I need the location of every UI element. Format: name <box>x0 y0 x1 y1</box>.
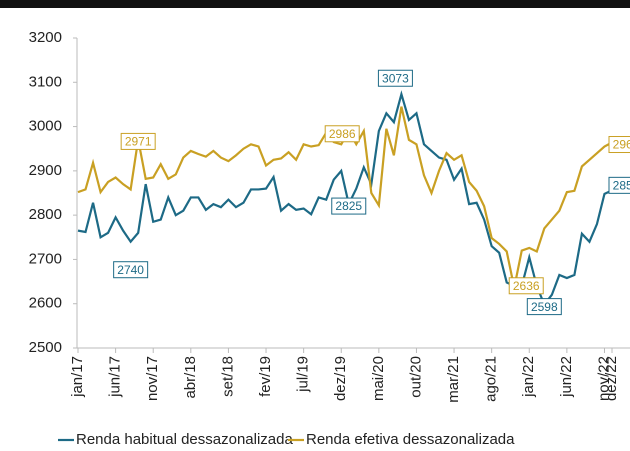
data-label: 2825 <box>335 199 362 213</box>
data-label: 2856 <box>613 179 630 193</box>
data-label-box <box>120 132 156 150</box>
x-tick-label: jul/19 <box>295 356 312 393</box>
x-tick-label: jan/17 <box>69 356 86 398</box>
data-label-box <box>608 136 630 154</box>
data-label: 3073 <box>382 71 409 85</box>
data-label-box <box>113 261 149 279</box>
top-bar <box>0 0 630 8</box>
y-tick-label: 2600 <box>29 295 62 312</box>
x-tick-label: nov/22 <box>595 356 612 401</box>
data-label: 2964 <box>613 138 630 152</box>
x-tick-label: abr/18 <box>182 356 199 399</box>
y-tick-label: 2800 <box>29 206 62 223</box>
y-tick-label: 2700 <box>29 250 62 267</box>
x-tick-label: mai/20 <box>370 356 387 401</box>
data-label: 2598 <box>531 300 558 314</box>
x-tick-label: mar/21 <box>445 356 462 403</box>
data-label: 2971 <box>125 135 152 149</box>
data-label: 2986 <box>329 127 356 141</box>
x-tick-label: jun/17 <box>107 356 124 398</box>
data-label: 2636 <box>513 279 540 293</box>
x-tick-label: fev/19 <box>257 356 274 397</box>
data-label-box <box>331 197 367 215</box>
x-tick-label: out/20 <box>407 356 424 398</box>
y-tick-label: 3100 <box>29 73 62 90</box>
data-label-box <box>377 69 413 87</box>
x-tick-label: jun/22 <box>558 356 575 398</box>
x-tick-label: ago/21 <box>483 356 500 402</box>
data-label-box <box>324 125 360 143</box>
x-tick-label: nov/17 <box>144 356 161 401</box>
y-tick-label: 2500 <box>29 339 62 356</box>
data-label-box <box>508 277 544 295</box>
data-label-box <box>526 298 562 316</box>
y-tick-label: 3200 <box>29 29 62 46</box>
x-tick-label: dez/19 <box>332 356 349 401</box>
data-label: 2740 <box>117 263 144 277</box>
y-tick-label: 2900 <box>29 162 62 179</box>
y-tick-label: 3000 <box>29 118 62 135</box>
x-tick-label: dez/22 <box>603 356 620 401</box>
legend-label: Renda habitual dessazonalizada <box>76 431 293 448</box>
x-tick-label: jan/22 <box>520 356 537 398</box>
legend-label: Renda efetiva dessazonalizada <box>306 431 515 448</box>
x-tick-label: set/18 <box>219 356 236 397</box>
data-label-box <box>608 176 630 194</box>
